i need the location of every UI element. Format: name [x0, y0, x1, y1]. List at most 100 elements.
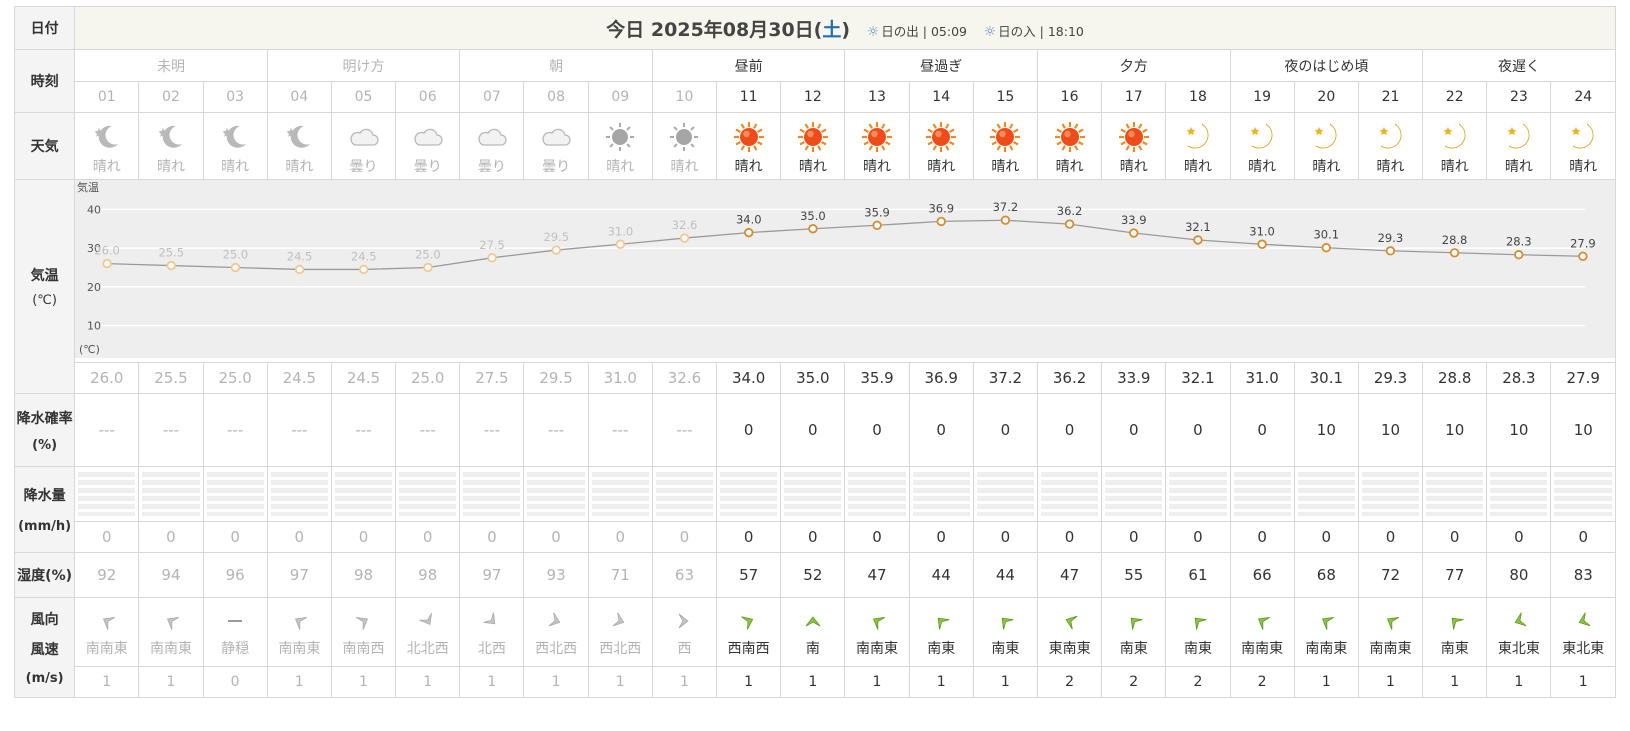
wind-dir-cell: 東北東	[1486, 597, 1552, 667]
sun-icon	[733, 121, 764, 152]
precip-amount-cell: 0	[908, 521, 974, 553]
precip-prob-cell: 10	[1486, 393, 1552, 467]
temp-value-cell: 30.1	[1293, 362, 1359, 394]
wind-dir-text: 南南東	[278, 641, 321, 657]
wind-speed-cell: 1	[651, 666, 718, 698]
precip-bar	[1554, 472, 1612, 516]
precip-prob-cell: ---	[202, 393, 268, 467]
precip-prob-unit: (%)	[32, 437, 58, 453]
precip-amount-unit: (mm/h)	[18, 519, 72, 534]
temp-value-cell: 27.9	[1550, 362, 1616, 394]
period-label: 夕方	[1036, 49, 1231, 82]
hourly-forecast-table: 日付 今日 2025年08月30日(土) ☼ 日の出 | 05:09 ☼ 日の入 |…	[13, 6, 1616, 698]
sun-icon	[926, 121, 957, 152]
y-tick-label: 30	[87, 242, 101, 255]
precip-prob-cell: ---	[330, 393, 397, 467]
precip-bar-cell	[972, 466, 1038, 522]
hour-cell: 20	[1293, 81, 1359, 113]
humidity-cell: 94	[138, 552, 204, 598]
weather-cell: 晴れ	[1486, 112, 1552, 180]
precip-prob-cell: 0	[1229, 393, 1295, 467]
wind-dir-cell: 北北西	[395, 597, 461, 667]
wind-dir-text: 北北西	[406, 641, 449, 657]
precip-prob-cell: ---	[459, 393, 525, 467]
precip-prob-cell: 10	[1357, 393, 1424, 467]
humidity-cell: 47	[844, 552, 910, 598]
precip-prob-cell: ---	[266, 393, 332, 467]
wind-dir-text: 静穏	[221, 641, 250, 657]
wind-arrow-icon	[1322, 617, 1335, 630]
wind-dir-cell: 南東	[908, 597, 974, 667]
wind-arrow-icon	[1578, 612, 1591, 627]
precip-amount-cell: 0	[1293, 521, 1359, 553]
cloud-icon	[349, 128, 379, 146]
humidity-cell: 71	[587, 552, 653, 598]
hour-cell: 06	[395, 81, 461, 113]
precip-prob-cell: 0	[1101, 393, 1167, 467]
weather-text: 晴れ	[1055, 158, 1084, 175]
sun-icon	[990, 121, 1021, 152]
precip-amount-cell: 0	[395, 521, 461, 553]
weather-cell: 晴れ	[908, 112, 974, 180]
period-label: 未明	[74, 49, 268, 82]
wind-dir-text: 南南東	[1305, 641, 1348, 657]
temperature-line	[107, 219, 1584, 271]
sunset-icon: ☼	[983, 23, 997, 40]
wind-dir-text: 東北東	[1497, 641, 1540, 657]
wind-speed-cell: 1	[908, 666, 974, 698]
date-close: )	[841, 18, 851, 41]
wind-arrow-icon	[1065, 615, 1077, 630]
moon-icon	[286, 125, 311, 148]
crescent-moon-icon	[1186, 123, 1209, 148]
hour-cell: 12	[780, 81, 846, 113]
wind-speed-cell: 1	[523, 666, 589, 698]
precip-prob-label: 降水確率	[16, 410, 73, 427]
precip-bar	[1105, 472, 1163, 516]
temperature-point	[1450, 248, 1460, 258]
humidity-cell: 47	[1036, 552, 1103, 598]
sunset-time: 18:10	[1047, 23, 1084, 39]
hour-cell: 01	[74, 81, 140, 113]
weather-cell: 晴れ	[1357, 112, 1424, 180]
humidity-row-label: 湿度(%)	[13, 552, 76, 598]
humidity-cell: 98	[395, 552, 461, 598]
hour-cell: 10	[651, 81, 718, 113]
wind-dir-text: 南南東	[856, 641, 899, 657]
temperature-data-label: 26.0	[94, 244, 120, 258]
precip-bar	[1297, 472, 1355, 516]
wind-dir-cell: 南東	[1422, 597, 1488, 667]
wind-dir-cell: 南南東	[266, 597, 332, 667]
wind-dir-cell: 東南東	[1036, 597, 1103, 667]
moon-icon	[94, 125, 118, 148]
wind-speed-cell: 1	[138, 666, 204, 698]
period-row: 時刻 未明 明け方朝昼前 昼過ぎ 夕方 夜のはじめ頃 夜遅く	[13, 49, 1616, 113]
date-row: 日付 今日 2025年08月30日(土) ☼ 日の出 | 05:09 ☼ 日の入 |…	[13, 6, 1616, 50]
temp-chart-row: 気温 (℃) 10 20 30 40 気温 (℃) 26.0 25.5 25.0 24.5 24.5…	[13, 179, 1616, 394]
precip-prob-row-label: 降水確率 (%)	[13, 393, 76, 467]
precip-bar	[912, 472, 970, 516]
precip-bar	[1426, 472, 1484, 516]
temperature-point	[1000, 215, 1011, 225]
precip-bar-cell	[1293, 466, 1359, 522]
wind-speed-cell: 1	[395, 666, 461, 698]
sun-icon	[862, 121, 893, 152]
temperature-data-label: 29.3	[1378, 231, 1404, 245]
hour-cell: 14	[908, 81, 974, 113]
precip-amount-cell: 0	[1229, 521, 1295, 553]
temperature-data-label: 28.8	[1442, 233, 1468, 247]
temperature-data-label: 35.9	[864, 205, 890, 219]
temp-row-label: 気温 (℃)	[13, 179, 76, 394]
weather-cell: 曇り	[523, 112, 589, 180]
weather-text: 晴れ	[991, 158, 1020, 175]
temp-chart-cell: 10 20 30 40 気温 (℃) 26.0 25.5 25.0 24.5 24.5 25.0 27.…	[74, 179, 1616, 363]
precip-amount-cell: 0	[74, 521, 140, 553]
crescent-moon-icon	[1250, 123, 1273, 148]
temperature-point	[1193, 235, 1203, 245]
temp-value-cell: 28.8	[1422, 362, 1488, 394]
precip-bar-cell	[587, 466, 653, 522]
wind-dir-text: 西北西	[599, 641, 642, 657]
precip-amount-cell: 0	[1550, 521, 1616, 553]
temperature-point	[615, 239, 626, 249]
precip-bar	[334, 472, 393, 516]
